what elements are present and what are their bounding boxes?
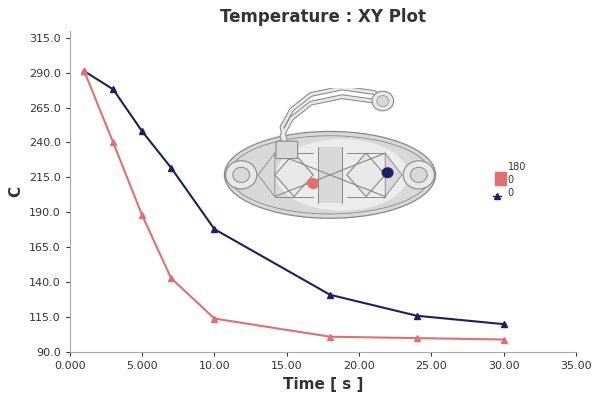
Circle shape xyxy=(233,167,250,182)
Polygon shape xyxy=(275,153,313,196)
Polygon shape xyxy=(258,153,275,196)
Circle shape xyxy=(372,91,394,111)
Text: 180: 180 xyxy=(508,162,526,172)
Y-axis label: C: C xyxy=(8,186,23,197)
FancyBboxPatch shape xyxy=(276,141,298,158)
Ellipse shape xyxy=(276,139,408,211)
Circle shape xyxy=(403,161,434,189)
Polygon shape xyxy=(385,153,402,196)
Ellipse shape xyxy=(224,132,436,218)
Bar xyxy=(495,172,506,185)
Circle shape xyxy=(410,167,427,182)
X-axis label: Time [ s ]: Time [ s ] xyxy=(283,377,363,392)
Circle shape xyxy=(226,161,257,189)
Text: 0: 0 xyxy=(508,188,514,198)
Title: Temperature : XY Plot: Temperature : XY Plot xyxy=(220,8,426,26)
Bar xyxy=(318,147,342,203)
Text: 0: 0 xyxy=(508,175,514,185)
Circle shape xyxy=(382,168,393,178)
Polygon shape xyxy=(347,153,385,196)
Circle shape xyxy=(377,96,389,106)
Circle shape xyxy=(308,179,319,188)
